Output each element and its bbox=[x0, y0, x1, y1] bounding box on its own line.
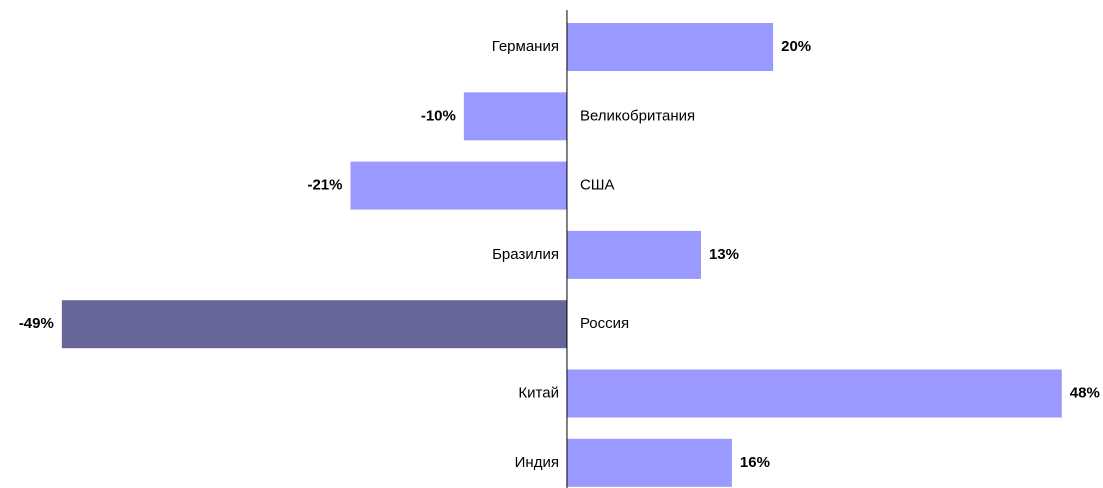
value-label: 48% bbox=[1070, 384, 1100, 401]
category-label: США bbox=[580, 177, 615, 194]
category-label: Великобритания bbox=[580, 107, 695, 124]
category-label: Китай bbox=[518, 384, 559, 401]
bar bbox=[566, 369, 1062, 418]
bar bbox=[566, 23, 774, 71]
category-label: Россия bbox=[580, 315, 629, 332]
value-label: 20% bbox=[781, 38, 811, 55]
value-label: 13% bbox=[709, 246, 739, 263]
value-label: -49% bbox=[19, 315, 54, 332]
value-label: -21% bbox=[307, 177, 342, 194]
bar bbox=[566, 438, 732, 487]
category-label: Индия bbox=[515, 454, 559, 471]
bar bbox=[61, 300, 567, 349]
value-label: 16% bbox=[740, 454, 770, 471]
category-label: Бразилия bbox=[492, 246, 559, 263]
bar bbox=[463, 92, 567, 141]
category-label: Германия bbox=[492, 38, 559, 55]
value-label: -10% bbox=[421, 107, 456, 124]
bar bbox=[350, 161, 567, 210]
bar bbox=[566, 230, 701, 279]
